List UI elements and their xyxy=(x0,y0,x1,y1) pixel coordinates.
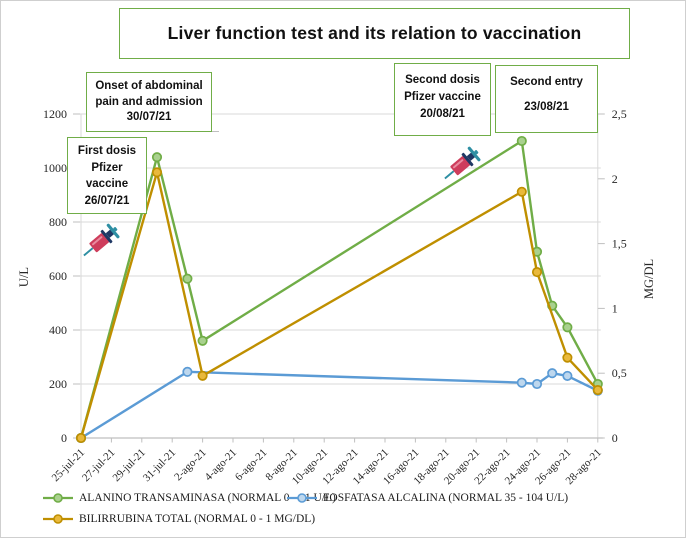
data-point-series-1 xyxy=(562,370,573,381)
annotation-line: Pfizer xyxy=(91,161,123,174)
data-point-series-0 xyxy=(197,335,208,346)
annotation-line: Pfizer vaccine xyxy=(404,91,481,103)
x-tick-label: 4-ago-21 xyxy=(203,447,240,484)
data-point-series-1 xyxy=(516,377,527,388)
data-point-series-2 xyxy=(75,432,87,444)
x-tick-label: 25-jul-21 xyxy=(50,447,87,484)
y-left-axis-title: U/L xyxy=(17,267,31,287)
data-point-series-0 xyxy=(516,135,527,147)
annotation-line: pain and admission xyxy=(95,95,203,108)
x-tick-label: 2-ago-21 xyxy=(172,447,209,484)
legend-item-bilirrubina-total: BILIRRUBINA TOTAL (NORMAL 0 - 1 MG/DL) xyxy=(43,513,315,525)
legend-label: BILIRRUBINA TOTAL (NORMAL 0 - 1 MG/DL) xyxy=(79,513,316,525)
y-right-tick-label: 2,5 xyxy=(612,107,627,121)
y-left-tick-label: 0 xyxy=(61,431,67,445)
y-right-tick-label: 1 xyxy=(612,301,618,315)
annotation-first-dose: First dosis Pfizer vaccine 26/07/21 xyxy=(67,137,147,214)
legend-marker-line-icon xyxy=(287,493,317,503)
y-right-axis-title: MG/DL xyxy=(642,259,656,299)
data-point-series-2 xyxy=(151,167,163,178)
data-point-series-0 xyxy=(562,322,573,333)
y-left-tick-label: 200 xyxy=(49,377,67,391)
annotation-second-dose: Second dosis Pfizer vaccine 20/08/21 xyxy=(394,63,491,136)
data-point-series-0 xyxy=(182,273,193,284)
series-line-0 xyxy=(79,139,599,439)
y-right-tick-label: 0,5 xyxy=(612,366,627,380)
data-point-series-2 xyxy=(516,186,527,197)
data-point-series-1 xyxy=(531,378,543,390)
x-tick-label: 6-ago-21 xyxy=(233,447,270,484)
annotation-line: 23/08/21 xyxy=(524,101,569,113)
y-left-tick-label: 800 xyxy=(49,215,67,229)
y-left-tick-label: 1200 xyxy=(43,107,67,121)
syringe-icon xyxy=(438,143,484,187)
x-tick-label: 29-jul-21 xyxy=(110,447,147,484)
annotation-line: vaccine xyxy=(85,178,129,190)
legend-marker-line-icon xyxy=(43,493,73,503)
data-point-series-0 xyxy=(151,152,163,163)
x-tick-label: 27-jul-21 xyxy=(80,447,117,484)
y-right-tick-label: 0 xyxy=(612,431,618,445)
annotation-line: Second entry xyxy=(510,76,583,88)
y-right-tick-label: 2 xyxy=(612,172,618,186)
annotation-line: Second dosis xyxy=(405,74,480,86)
annotation-line: 20/08/21 xyxy=(420,108,465,120)
syringe-icon xyxy=(77,220,123,264)
y-right-tick-label: 1,5 xyxy=(612,237,627,251)
annotation-line: 30/07/21 xyxy=(126,111,172,123)
annotation-line: First dosis xyxy=(77,145,137,157)
data-point-series-2 xyxy=(197,370,208,381)
series-line-2 xyxy=(79,171,599,439)
data-point-series-1 xyxy=(547,368,558,379)
legend-item-fosfatasa-alcalina: FOSFATASA ALCALINA (NORMAL 35 - 104 U/L) xyxy=(287,492,568,504)
y-left-tick-label: 1000 xyxy=(43,161,67,175)
y-left-tick-label: 400 xyxy=(49,323,67,337)
chart-title-box: Liver function test and its relation to … xyxy=(119,8,630,59)
annotation-line: 26/07/21 xyxy=(84,194,130,207)
data-point-series-2 xyxy=(531,267,543,278)
annotation-line: Onset of abdominal xyxy=(95,80,203,92)
legend-label: FOSFATASA ALCALINA (NORMAL 35 - 104 U/L) xyxy=(323,492,569,504)
legend-label: ALANINO TRANSAMINASA (NORMAL 0 - 31 U/L) xyxy=(79,492,336,504)
data-point-series-1 xyxy=(182,366,193,377)
page-title: Liver function test and its relation to … xyxy=(167,23,582,43)
legend-marker-line-icon xyxy=(43,514,73,524)
data-point-series-2 xyxy=(562,352,573,363)
legend-item-alanino-transaminasa: ALANINO TRANSAMINASA (NORMAL 0 - 31 U/L) xyxy=(43,492,336,504)
x-tick-label: 31-jul-21 xyxy=(141,447,178,484)
annotation-onset-admission: Onset of abdominal pain and admission 30… xyxy=(86,72,212,132)
annotation-second-entry: Second entry 23/08/21 xyxy=(495,65,598,133)
data-point-series-2 xyxy=(592,384,603,396)
y-left-tick-label: 600 xyxy=(49,269,67,283)
